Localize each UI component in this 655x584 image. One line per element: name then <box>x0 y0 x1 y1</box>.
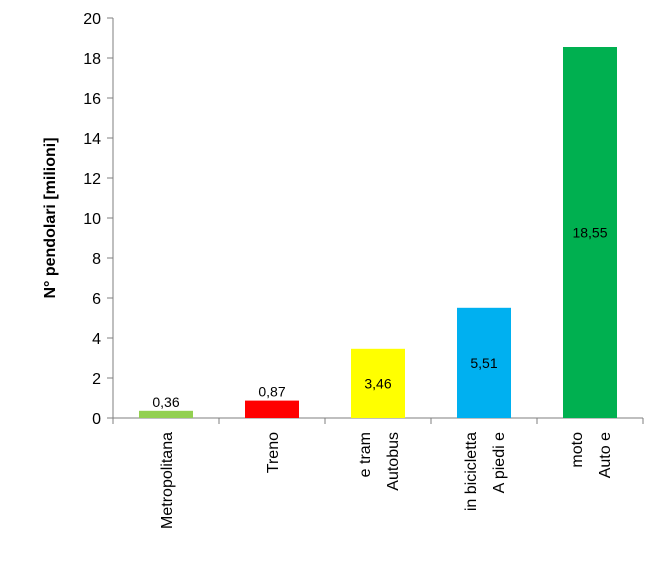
bar-3 <box>457 307 511 418</box>
y-tick-label: 2 <box>92 371 101 388</box>
bar-0 <box>139 410 193 418</box>
y-tick-label: 10 <box>83 211 101 228</box>
data-label: 0,87 <box>258 384 285 400</box>
y-tick-label: 8 <box>92 251 101 268</box>
data-label: 3,46 <box>364 375 391 391</box>
y-tick-label: 18 <box>83 51 101 68</box>
y-tick-label: 14 <box>83 131 101 148</box>
y-tick-label: 16 <box>83 91 101 108</box>
y-axis-label: N° pendolari [milioni] <box>42 137 59 298</box>
category-label: e tram <box>357 432 374 477</box>
plot-area: 0 2 4 6 8 10 12 14 16 18 20 0,36 Metropolitana 0,87 Tr… <box>83 11 644 529</box>
y-tick-label: 0 <box>92 411 101 428</box>
y-tick-label: 20 <box>83 11 101 28</box>
y-tick-label: 12 <box>83 171 101 188</box>
data-label: 5,51 <box>470 355 497 371</box>
data-label: 18,55 <box>572 225 607 241</box>
y-tick-label: 6 <box>92 291 101 308</box>
bar-2 <box>351 348 405 418</box>
category-label: Treno <box>265 432 282 473</box>
bar-4 <box>563 47 617 418</box>
category-label: Auto e <box>597 432 614 478</box>
category-label: in bicicletta <box>463 432 480 511</box>
category-label: Autobus <box>385 432 402 491</box>
category-label: A piedi e <box>491 432 508 493</box>
bar-1 <box>245 400 299 418</box>
y-tick-label: 4 <box>92 331 101 348</box>
category-label: moto <box>569 432 586 468</box>
category-label: Metropolitana <box>159 432 176 529</box>
data-label: 0,36 <box>152 394 179 410</box>
